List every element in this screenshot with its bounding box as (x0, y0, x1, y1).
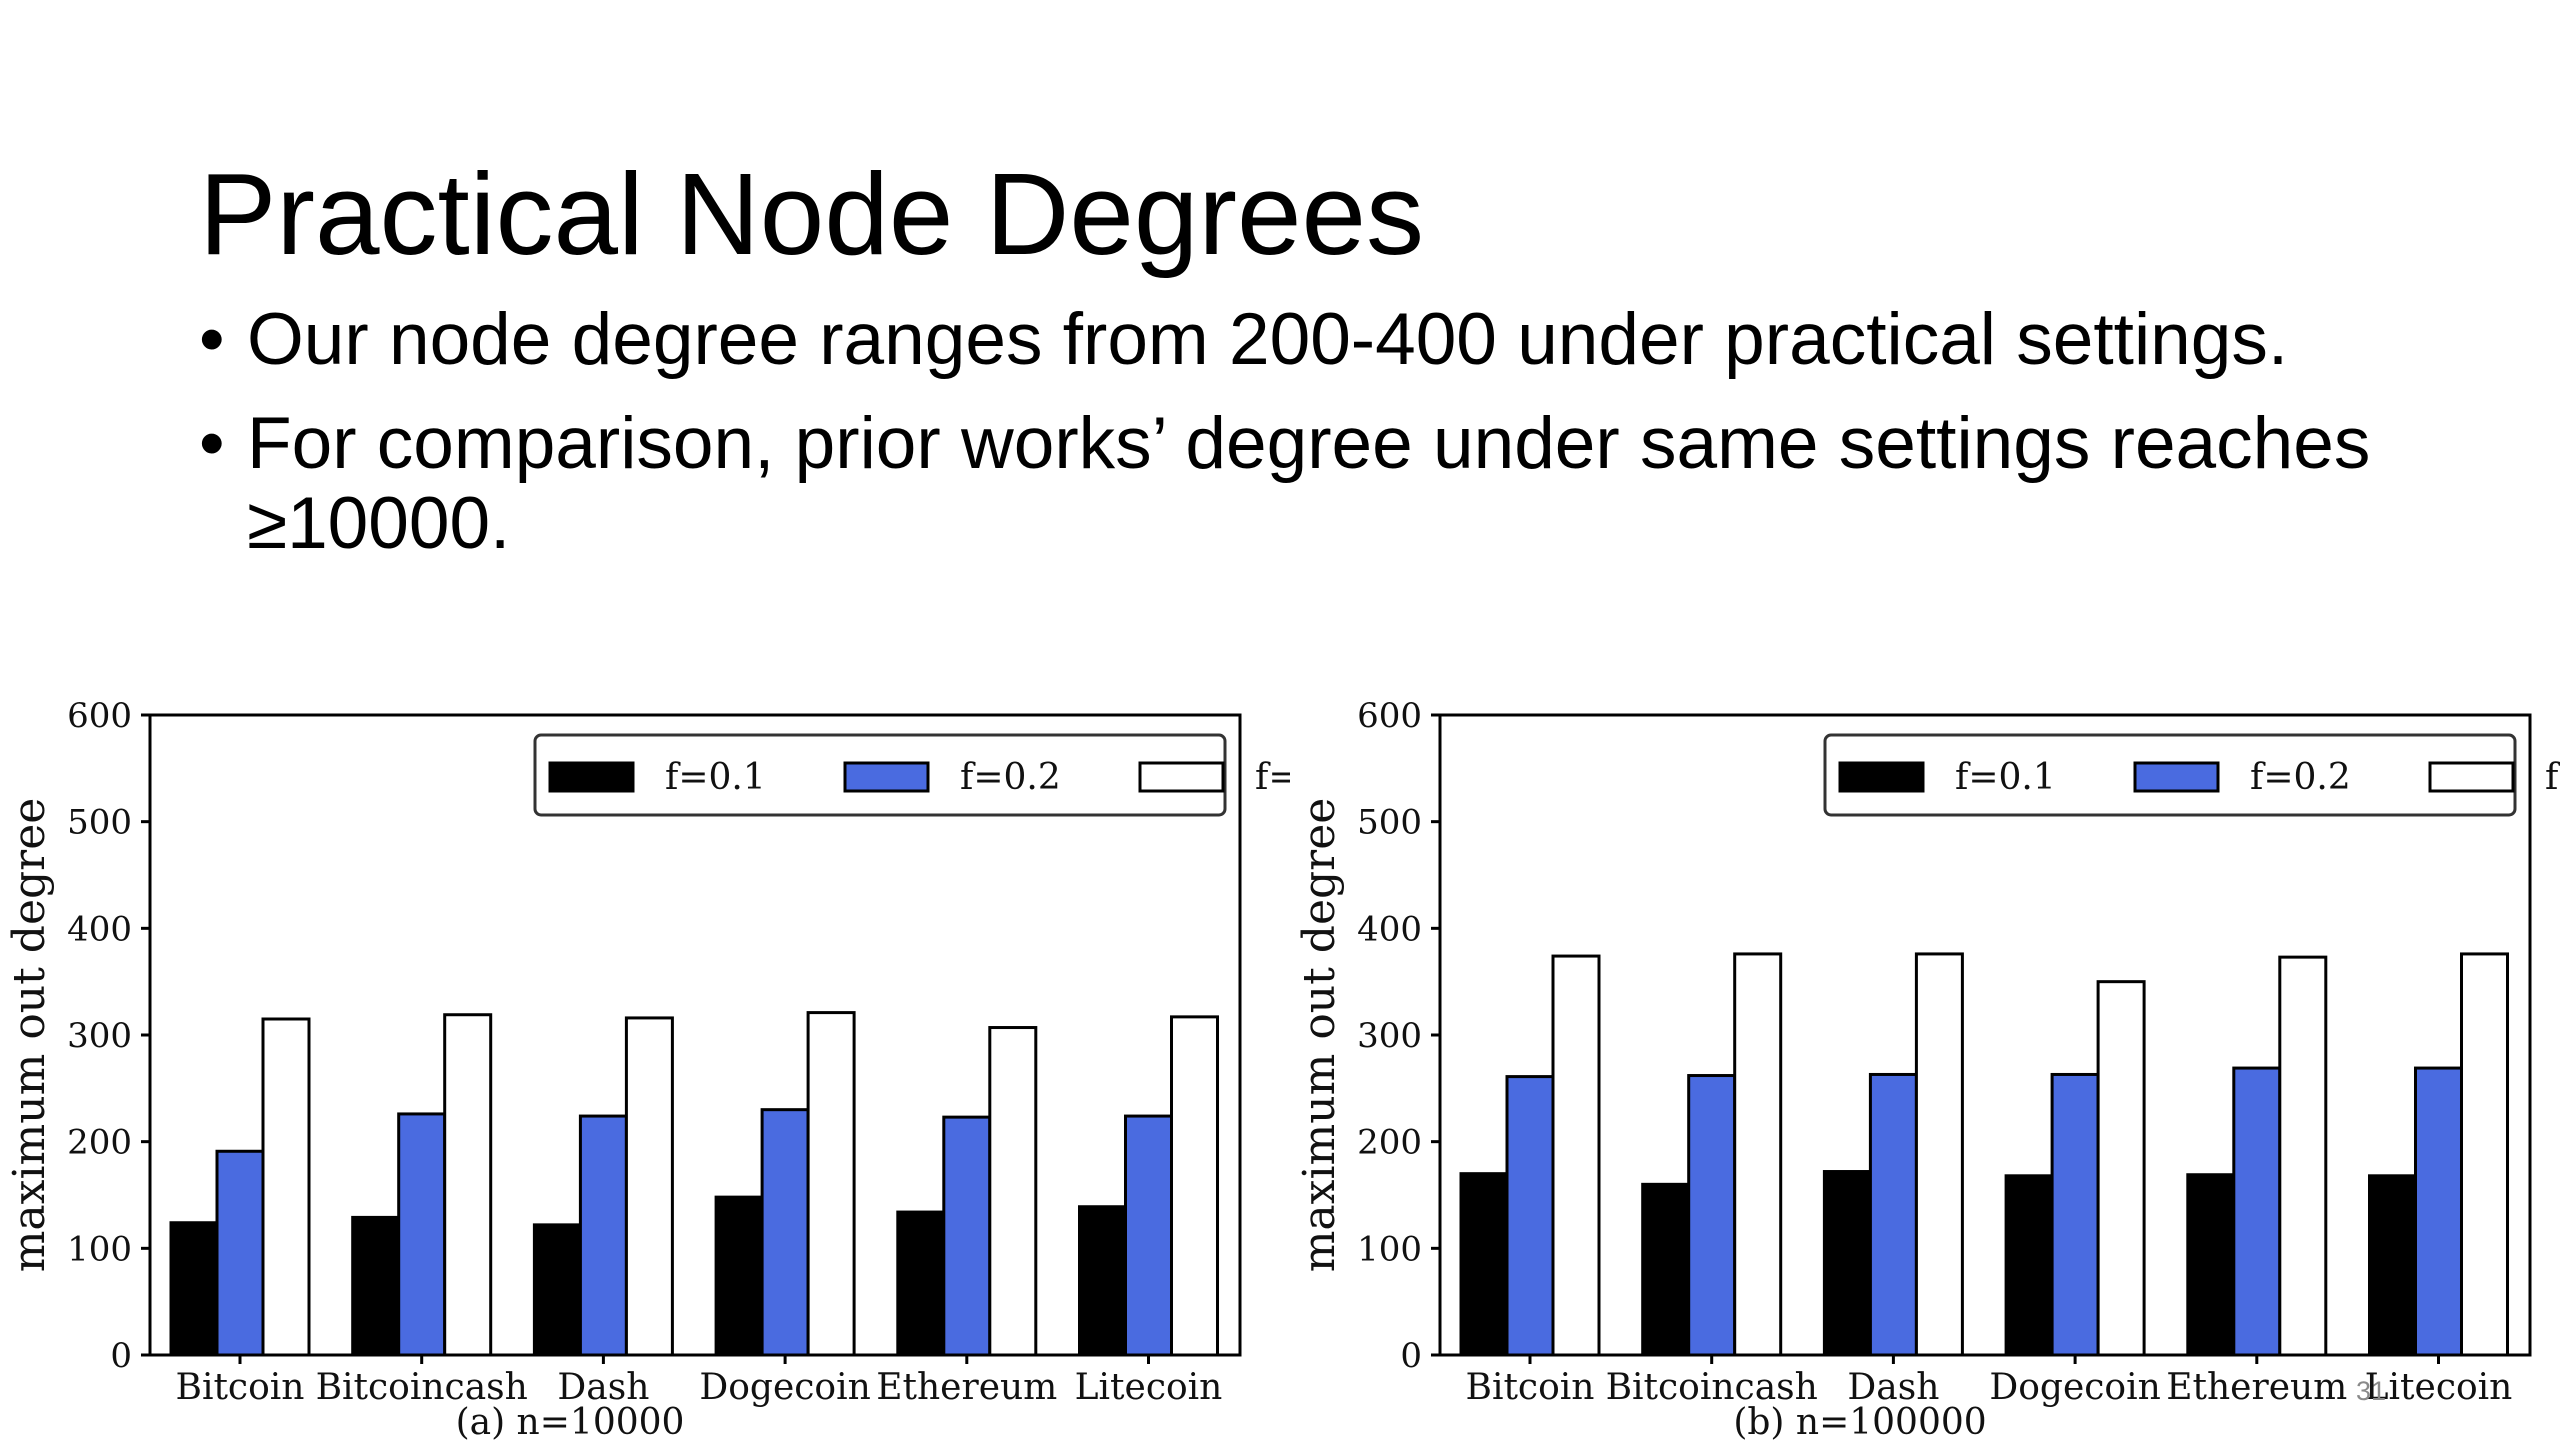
y-tick-label: 400 (67, 909, 132, 949)
bar-f=0.3-Dogecoin (2096, 980, 2146, 1357)
y-tick-label: 200 (67, 1123, 132, 1163)
legend-label: f=0.1 (665, 757, 766, 798)
x-tick-label: Bitcoincash (1606, 1367, 1818, 1408)
bar-f=0.2-Dogecoin (760, 1108, 810, 1357)
bar-f=0.1-Dash (532, 1223, 582, 1357)
y-tick-label: 0 (1400, 1336, 1422, 1376)
bar-f=0.3-Bitcoin (261, 1017, 311, 1357)
y-tick-label: 300 (67, 1016, 132, 1056)
bar-f=0.3-Dogecoin (806, 1011, 856, 1357)
y-tick-label: 100 (67, 1229, 132, 1269)
bar-f=0.1-Ethereum (2186, 1173, 2236, 1357)
bar-f=0.3-Litecoin (1170, 1015, 1219, 1357)
y-tick-label: 600 (1357, 696, 1422, 736)
legend-label: f=0.2 (960, 757, 1061, 798)
x-tick-label: Ethereum (2166, 1367, 2347, 1408)
bar-f=0.3-Bitcoin (1551, 954, 1601, 1357)
chart-caption: (a) n=10000 (456, 1402, 685, 1440)
legend-swatch-f=0.3 (2428, 761, 2515, 793)
x-tick-label: Dogecoin (1989, 1367, 2160, 1408)
legend: f=0.1 f=0.2 f=0.3 (533, 733, 1356, 817)
bullet-item: • Our node degree ranges from 200-400 un… (199, 300, 2449, 380)
bar-f=0.1-Litecoin (2368, 1174, 2417, 1357)
bar-f=0.1-Bitcoin (1459, 1172, 1509, 1357)
chart-a: Bitcoin Bitcoincash Dash Dogecoin Ethereum Li… (0, 690, 1356, 1445)
bar-f=0.2-Ethereum (942, 1115, 992, 1357)
bar-f=0.3-Ethereum (988, 1026, 1038, 1357)
slide-title: Practical Node Degrees (199, 149, 1425, 279)
y-axis-label: maximum out degree (4, 798, 55, 1273)
y-tick-label: 500 (1357, 803, 1422, 843)
bar-f=0.3-Bitcoincash (443, 1013, 493, 1357)
plot-frame (148, 713, 1242, 1357)
x-tick-label: Litecoin (2365, 1367, 2513, 1408)
bar-f=0.2-Litecoin (2414, 1066, 2463, 1357)
y-tick-label: 300 (1357, 1016, 1422, 1056)
legend-swatch-f=0.3 (1138, 761, 1225, 793)
x-tick-label: Litecoin (1075, 1367, 1223, 1408)
plot-frame (1438, 713, 2532, 1357)
y-tick-label: 0 (110, 1336, 132, 1376)
bar-f=0.1-Dogecoin (714, 1195, 764, 1357)
chart-caption: (b) n=100000 (1733, 1402, 1986, 1440)
x-tick-label: Dash (1847, 1367, 1939, 1408)
bar-f=0.1-Litecoin (1078, 1205, 1127, 1357)
bar-f=0.1-Bitcoincash (1641, 1182, 1691, 1357)
chart-a-svg: Bitcoin Bitcoincash Dash Dogecoin Ethereum Li… (4, 696, 1356, 1443)
legend-swatch-f=0.2 (2133, 761, 2220, 793)
bar-f=0.3-Bitcoincash (1733, 952, 1783, 1357)
page-number: 31 (2356, 1376, 2387, 1406)
y-tick-label: 600 (67, 696, 132, 736)
bar-f=0.2-Bitcoincash (397, 1112, 447, 1357)
x-tick-label: Bitcoincash (316, 1367, 528, 1408)
legend-label: f=0.3 (2545, 757, 2560, 798)
bullet-text: For comparison, prior works’ degree unde… (247, 403, 2371, 564)
legend-swatch-f=0.1 (1838, 761, 1925, 793)
x-tick-label: Dash (557, 1367, 649, 1408)
bar-f=0.1-Dash (1822, 1170, 1872, 1357)
y-tick-label: 200 (1357, 1123, 1422, 1163)
chart-b: Bitcoin Bitcoincash Dash Dogecoin Ethereum Li… (1290, 690, 2560, 1445)
bar-f=0.2-Bitcoincash (1687, 1074, 1737, 1357)
bar-f=0.3-Litecoin (2460, 952, 2509, 1357)
legend-swatch-f=0.1 (548, 761, 635, 793)
bullet-glyph: • (199, 403, 225, 484)
x-tick-label: Bitcoin (176, 1367, 305, 1408)
bar-f=0.1-Dogecoin (2004, 1174, 2054, 1357)
bullet-list: • Our node degree ranges from 200-400 un… (199, 300, 2449, 588)
bar-f=0.2-Litecoin (1124, 1114, 1173, 1357)
legend-label: f=0.2 (2250, 757, 2351, 798)
bar-f=0.2-Dash (1868, 1072, 1918, 1357)
bar-f=0.3-Dash (1914, 952, 1964, 1357)
y-axis-label: maximum out degree (1294, 798, 1345, 1273)
x-tick-label: Bitcoin (1466, 1367, 1595, 1408)
legend-label: f=0.3 (1255, 757, 1290, 798)
bullet-item: • For comparison, prior works’ degree un… (199, 404, 2449, 564)
bar-f=0.1-Ethereum (896, 1210, 946, 1357)
bar-f=0.1-Bitcoincash (351, 1215, 401, 1357)
bar-f=0.2-Bitcoin (215, 1149, 265, 1357)
legend-label: f=0.1 (1955, 757, 2056, 798)
chart-b-svg: Bitcoin Bitcoincash Dash Dogecoin Ethereum Li… (1294, 696, 2560, 1443)
y-tick-label: 500 (67, 803, 132, 843)
x-tick-label: Ethereum (876, 1367, 1057, 1408)
legend-swatch-f=0.2 (843, 761, 930, 793)
bar-f=0.2-Ethereum (2232, 1066, 2282, 1357)
y-tick-label: 100 (1357, 1229, 1422, 1269)
bar-f=0.3-Dash (624, 1016, 674, 1357)
legend: f=0.1 f=0.2 f=0.3 (1823, 733, 2560, 817)
y-tick-label: 400 (1357, 909, 1422, 949)
bar-f=0.2-Bitcoin (1505, 1075, 1555, 1357)
bullet-text: Our node degree ranges from 200-400 unde… (247, 299, 2289, 380)
bar-f=0.1-Bitcoin (169, 1221, 219, 1357)
bar-f=0.3-Ethereum (2278, 955, 2328, 1357)
x-tick-label: Dogecoin (699, 1367, 870, 1408)
bar-f=0.2-Dash (578, 1114, 628, 1357)
bar-f=0.2-Dogecoin (2050, 1072, 2100, 1357)
bullet-glyph: • (199, 299, 225, 380)
